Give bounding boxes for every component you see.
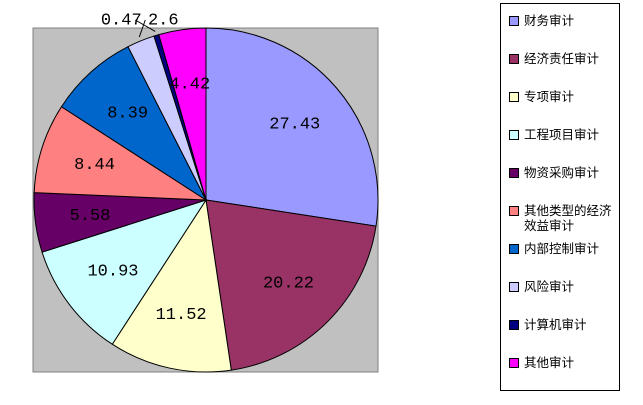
value-label: 8.44 <box>74 156 115 175</box>
leader-line <box>138 19 146 38</box>
pie-slice <box>60 46 208 202</box>
legend-swatch <box>509 358 519 368</box>
legend-swatch <box>509 282 519 292</box>
legend-label: 其他类型的经济效益审计 <box>524 203 612 233</box>
value-label: 2.6 <box>148 11 179 30</box>
legend-swatch <box>509 16 519 26</box>
legend-label: 计算机审计 <box>524 317 587 332</box>
legend-swatch <box>509 206 519 216</box>
legend-item: 其他审计 <box>509 355 616 370</box>
pie-slice <box>205 27 379 227</box>
legend-swatch <box>509 130 519 140</box>
legend-item: 其他类型的经济效益审计 <box>509 203 616 233</box>
pie-slice <box>111 198 232 373</box>
legend-label: 风险审计 <box>524 279 575 294</box>
legend-item: 物资采购审计 <box>509 165 616 180</box>
legend: 财务审计经济责任审计 专项审计工程项目审计 物资采购审计其他类型的经济效益审计内部控… <box>500 3 620 391</box>
legend-label: 其他审计 <box>524 355 575 370</box>
legend-swatch <box>509 320 519 330</box>
legend-item: 专项审计 <box>509 89 616 104</box>
value-label: 5.58 <box>70 207 111 226</box>
legend-label: 专项审计 <box>524 89 575 104</box>
legend-item: 工程项目审计 <box>509 127 616 142</box>
leader-line <box>135 19 156 32</box>
legend-item: 计算机审计 <box>509 317 616 332</box>
value-label: 27.43 <box>269 115 320 134</box>
legend-item: 财务审计 <box>509 13 616 28</box>
value-label: 0.47 <box>101 11 142 30</box>
legend-label: 财务审计 <box>524 13 575 28</box>
legend-swatch <box>509 92 519 102</box>
value-label: 8.39 <box>107 105 148 124</box>
value-label: 20.22 <box>263 274 314 293</box>
value-label: 10.93 <box>87 262 138 281</box>
value-label: 4.42 <box>169 76 210 95</box>
legend-swatch <box>509 54 519 64</box>
legend-item: 经济责任审计 <box>509 51 616 66</box>
legend-item: 内部控制审计 <box>509 241 616 256</box>
pie-slice <box>158 27 207 201</box>
value-label: 11.52 <box>156 306 207 325</box>
legend-label: 经济责任审计 <box>524 51 600 66</box>
legend-item: 风险审计 <box>509 279 616 294</box>
pie-slice <box>41 199 208 345</box>
pie-slice <box>205 199 377 371</box>
legend-label: 内部控制审计 <box>524 241 600 256</box>
pie-slice <box>33 106 208 201</box>
legend-swatch <box>509 244 519 254</box>
legend-swatch <box>509 168 519 178</box>
legend-label: 物资采购审计 <box>524 165 600 180</box>
legend-label: 工程项目审计 <box>524 127 600 142</box>
